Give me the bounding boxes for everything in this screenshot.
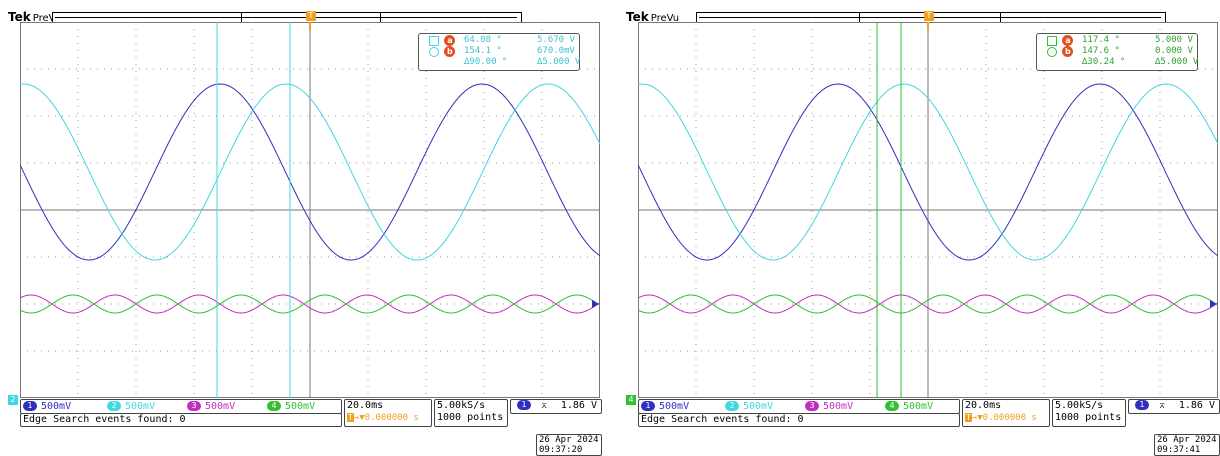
brand-label: Tek PreVu	[626, 10, 679, 24]
ch1-waveform	[638, 83, 1218, 261]
ch3-waveform	[20, 294, 600, 314]
acquisition-box[interactable]: 5.00kS/s 1000 points	[434, 399, 508, 427]
cursor-delta-time: ∆90.00 °	[464, 57, 508, 67]
waveform-display[interactable]	[20, 22, 600, 398]
graticule-svg	[20, 22, 600, 398]
channel-scale-bar: 1 500mV 2 500mV 3 500mV 4 500mV	[638, 399, 960, 414]
channel-2-scale[interactable]: 2 500mV	[725, 400, 773, 413]
brand-tek: Tek	[8, 10, 31, 24]
timebase-value: 20.0ms	[347, 400, 384, 411]
channel-ground-marker[interactable]: 4	[626, 395, 636, 405]
time: 09:37:20	[539, 445, 583, 455]
timebase-value: 20.0ms	[965, 400, 1002, 411]
brand-tek: Tek	[626, 10, 649, 24]
cursor-b-time: 154.1 °	[464, 46, 502, 56]
sample-rate: 5.00kS/s	[437, 400, 486, 411]
ch1-waveform	[20, 83, 600, 261]
record-length: 1000 points	[1055, 412, 1122, 423]
channel-4-scale[interactable]: 4 500mV	[267, 400, 315, 413]
ch3-waveform	[638, 294, 1218, 314]
trigger-position-tag: T	[347, 413, 354, 422]
cursor-b-time: 147.6 °	[1082, 46, 1120, 56]
search-status: Edge Search events found: 0	[638, 413, 960, 427]
ch1-level-arrow	[592, 300, 599, 308]
waveform-display[interactable]	[638, 22, 1218, 398]
search-status: Edge Search events found: 0	[20, 413, 342, 427]
date: 26 Apr 2024	[539, 435, 599, 445]
ch2-waveform	[638, 83, 1218, 261]
cursor-delta-time: ∆30.24 °	[1082, 57, 1126, 67]
channel-4-scale[interactable]: 4 500mV	[885, 400, 933, 413]
timebase-box[interactable]: 20.0ms T→▼0.000000 s	[344, 399, 432, 427]
channel-2-scale[interactable]: 2 500mV	[107, 400, 155, 413]
ch4-waveform	[638, 294, 1218, 314]
cursor-a-value: 5.000 V	[1155, 35, 1193, 45]
cursor-a-time: 117.4 °	[1082, 35, 1120, 45]
cursor-a-badge: a	[1062, 35, 1074, 46]
graticule-svg	[638, 22, 1218, 398]
record-length: 1000 points	[437, 412, 504, 423]
cursor-delta-value: ∆5.000 V	[537, 57, 581, 67]
channel-3-scale[interactable]: 3 500mV	[187, 400, 235, 413]
cursor-b-icon	[429, 46, 439, 57]
cursor-readout: a 64.08 ° 5.670 V b 154.1 ° 670.0mV ∆90.…	[418, 33, 580, 71]
trigger-slope-icon: ⌅	[541, 400, 548, 411]
timebase-box[interactable]: 20.0ms T→▼0.000000 s	[962, 399, 1050, 427]
date-time: 26 Apr 2024 09:37:41	[1154, 434, 1220, 456]
cursor-a-time: 64.08 °	[464, 35, 502, 45]
cursor-b-badge: b	[444, 46, 456, 57]
cursor-delta-value: ∆5.000 V	[1155, 57, 1199, 67]
ch4-waveform	[20, 294, 600, 314]
mode-label: PreVu	[650, 13, 680, 24]
trigger-box[interactable]: 1 ⌅ 1.86 V	[1128, 399, 1220, 414]
date: 26 Apr 2024	[1157, 435, 1217, 445]
brand-label: Tek PreVu	[8, 10, 61, 24]
trigger-box[interactable]: 1 ⌅ 1.86 V	[510, 399, 602, 414]
trigger-position-marker[interactable]: T	[306, 11, 316, 21]
channel-3-scale[interactable]: 3 500mV	[805, 400, 853, 413]
trigger-position-readout: T→▼0.000000 s	[347, 413, 419, 423]
cursor-a-value: 5.670 V	[537, 35, 575, 45]
trigger-position-marker[interactable]: T	[924, 11, 934, 21]
ch2-waveform	[20, 83, 600, 261]
ch1-level-arrow	[1210, 300, 1217, 308]
channel-scale-bar: 1 500mV 2 500mV 3 500mV 4 500mV	[20, 399, 342, 414]
mode-label: PreVu	[32, 13, 62, 24]
trigger-source: 1	[1135, 400, 1149, 410]
trigger-level: 1.86 V	[1178, 400, 1215, 411]
cursor-a-icon	[1047, 35, 1057, 46]
trigger-slope-icon: ⌅	[1159, 400, 1166, 411]
cursor-readout: a 117.4 ° 5.000 V b 147.6 ° 0.000 V ∆30.…	[1036, 33, 1198, 71]
time: 09:37:41	[1157, 445, 1201, 455]
trigger-level: 1.86 V	[560, 400, 597, 411]
cursor-a-badge: a	[444, 35, 456, 46]
channel-ground-marker[interactable]: 2	[8, 395, 18, 405]
sample-rate: 5.00kS/s	[1055, 400, 1104, 411]
trigger-position-tag: T	[965, 413, 972, 422]
acquisition-box[interactable]: 5.00kS/s 1000 points	[1052, 399, 1126, 427]
trigger-position-readout: T→▼0.000000 s	[965, 413, 1037, 423]
cursor-a-icon	[429, 35, 439, 46]
cursor-b-value: 0.000 V	[1155, 46, 1193, 56]
trigger-source: 1	[517, 400, 531, 410]
channel-1-scale[interactable]: 1 500mV	[641, 400, 689, 413]
cursor-b-icon	[1047, 46, 1057, 57]
channel-1-scale[interactable]: 1 500mV	[23, 400, 71, 413]
date-time: 26 Apr 2024 09:37:20	[536, 434, 602, 456]
cursor-b-value: 670.0mV	[537, 46, 575, 56]
cursor-b-badge: b	[1062, 46, 1074, 57]
